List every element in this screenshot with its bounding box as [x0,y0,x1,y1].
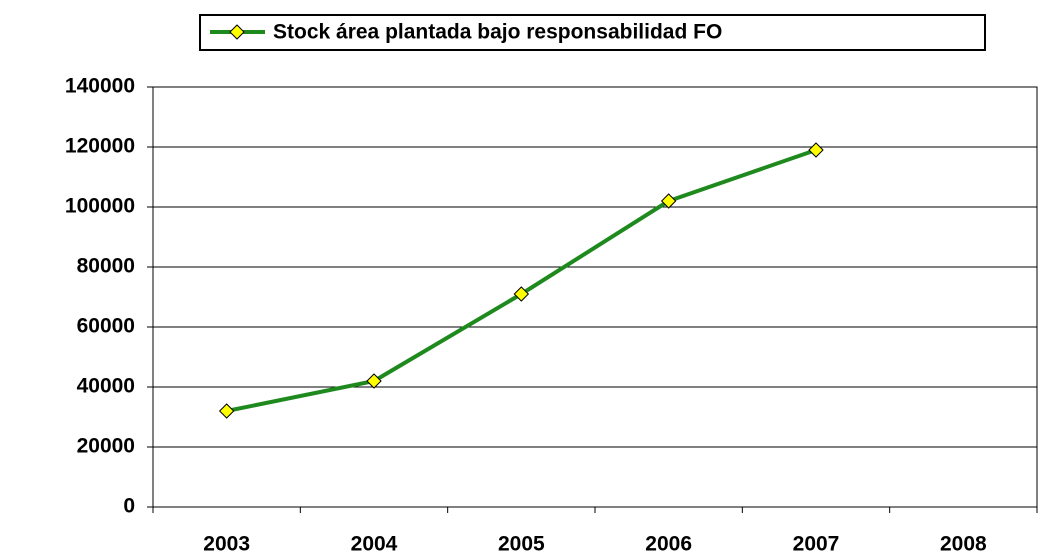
point-marker [808,142,824,158]
y-tick-label: 20000 [77,435,135,458]
y-tick-label: 120000 [65,135,135,158]
plot-border [152,86,1038,508]
x-tick-label: 2008 [940,533,987,556]
y-tick-label: 140000 [65,75,135,98]
x-tick-label: 2004 [351,533,398,556]
y-tick-label: 40000 [77,375,135,398]
point-marker [218,403,235,419]
y-tick-label: 0 [123,495,135,518]
y-tick-label: 100000 [65,195,135,218]
legend-box [199,14,986,51]
x-tick-label: 2003 [203,533,250,556]
x-tick-label: 2005 [498,533,545,556]
legend-marker [229,24,245,40]
point-marker [660,193,677,209]
y-tick-label: 60000 [77,315,135,338]
x-tick-label: 2007 [793,533,840,556]
point-marker [513,286,530,302]
x-tick-label: 2006 [645,533,692,556]
point-marker [366,373,382,389]
y-tick-label: 80000 [77,255,135,278]
legend-label: Stock área plantada bajo responsabilidad… [273,21,722,44]
series-line [226,148,817,413]
